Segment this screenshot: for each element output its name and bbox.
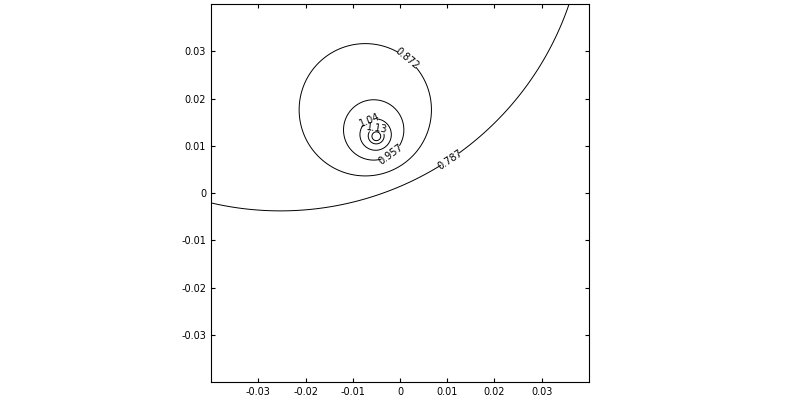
Text: 0.787: 0.787	[436, 148, 464, 171]
Text: 1.13: 1.13	[366, 122, 388, 134]
Text: 0.872: 0.872	[394, 46, 421, 71]
Text: 1.04: 1.04	[358, 111, 382, 129]
Text: 0.957: 0.957	[377, 142, 405, 167]
